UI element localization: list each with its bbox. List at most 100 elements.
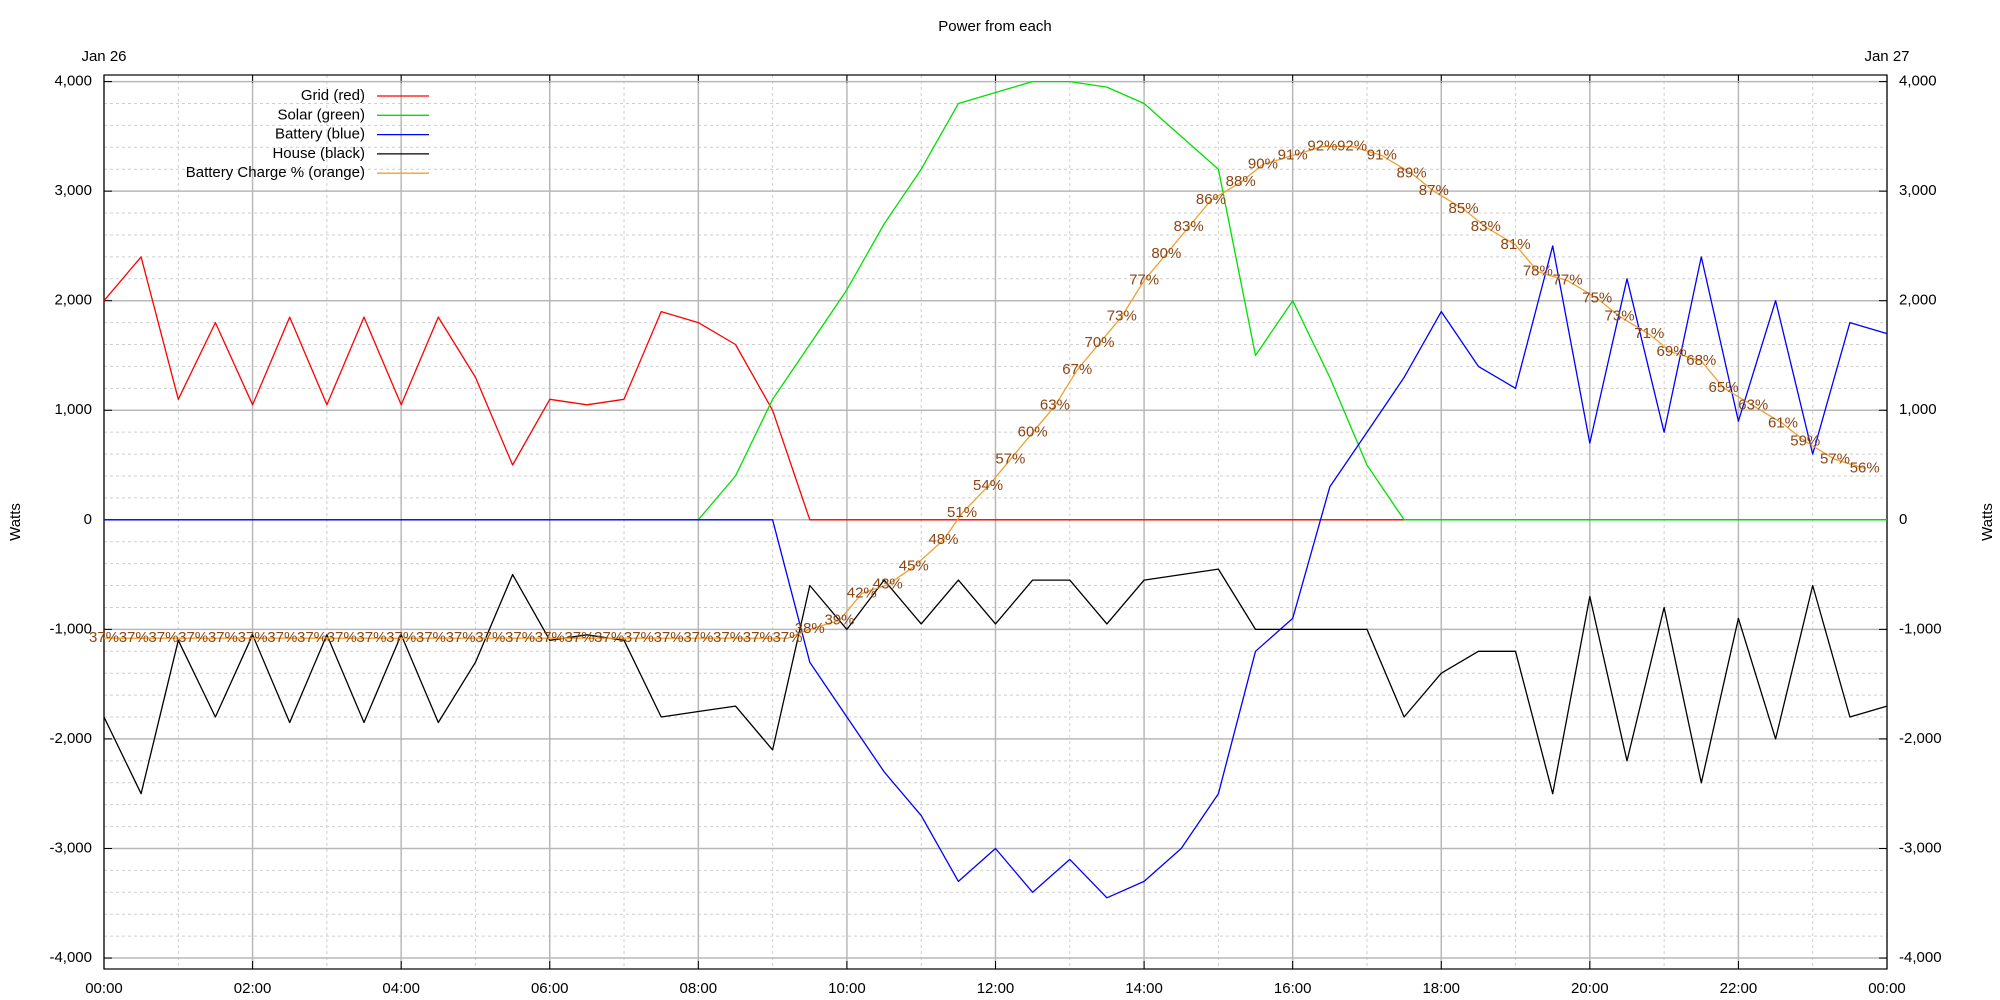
data-label: 37%	[178, 629, 208, 646]
data-label: 92%	[1337, 137, 1367, 154]
data-label: 37%	[594, 629, 624, 646]
data-label: 39%	[824, 611, 854, 628]
data-label: 69%	[1657, 343, 1687, 360]
data-label: 61%	[1768, 415, 1798, 432]
x-tick-label: 22:00	[1720, 980, 1758, 997]
data-label: 37%	[327, 629, 357, 646]
data-label: 37%	[743, 629, 773, 646]
data-label: 59%	[1790, 433, 1820, 450]
data-label: 63%	[1040, 397, 1070, 414]
date-annotation: Jan 27	[1864, 48, 1909, 65]
data-label: 37%	[386, 629, 416, 646]
data-label: 78%	[1523, 263, 1553, 280]
data-label: 37%	[624, 629, 654, 646]
x-tick-label: 00:00	[1868, 980, 1906, 997]
plot-frame	[103, 74, 1888, 970]
x-tick-label: 08:00	[680, 980, 718, 997]
series-line	[104, 245, 1888, 899]
data-label: 65%	[1709, 379, 1739, 396]
data-label: 57%	[995, 450, 1025, 467]
y-tick-label: 4,000	[54, 73, 92, 90]
y-tick-label: 3,000	[54, 182, 92, 199]
data-label: 37%	[148, 629, 178, 646]
data-label: 56%	[1850, 459, 1880, 476]
data-label: 87%	[1419, 182, 1449, 199]
data-label: 70%	[1084, 334, 1114, 351]
data-label: 37%	[713, 629, 743, 646]
x-tick-label: 18:00	[1422, 980, 1460, 997]
data-label: 75%	[1582, 289, 1612, 306]
data-label: 37%	[654, 629, 684, 646]
data-label: 68%	[1686, 352, 1716, 369]
data-label: 90%	[1248, 155, 1278, 172]
data-label: 37%	[238, 629, 268, 646]
legend-label: House (black)	[272, 145, 365, 162]
data-label: 80%	[1151, 245, 1181, 262]
data-label: 86%	[1196, 191, 1226, 208]
data-label: 73%	[1605, 307, 1635, 324]
data-label: 37%	[89, 629, 119, 646]
data-label: 77%	[1129, 272, 1159, 289]
data-label: 37%	[772, 629, 802, 646]
data-label: 37%	[297, 629, 327, 646]
data-label: 48%	[928, 531, 958, 548]
data-label: 92%	[1307, 137, 1337, 154]
y2-tick-label: -4,000	[1899, 949, 1942, 966]
legend-label: Solar (green)	[277, 106, 365, 123]
data-label: 51%	[947, 504, 977, 521]
x-tick-label: 14:00	[1125, 980, 1163, 997]
data-label: 37%	[208, 629, 238, 646]
data-label: 37%	[535, 629, 565, 646]
y-tick-label: -2,000	[49, 730, 92, 747]
y-tick-label: 0	[84, 511, 92, 528]
data-label: 37%	[446, 629, 476, 646]
series-line	[103, 568, 1888, 795]
data-label: 37%	[505, 629, 535, 646]
data-label: 42%	[847, 584, 877, 601]
data-label: 60%	[1018, 424, 1048, 441]
y2-tick-label: 0	[1899, 511, 1907, 528]
data-label: 83%	[1471, 218, 1501, 235]
data-label: 37%	[683, 629, 713, 646]
y2-tick-label: 3,000	[1899, 182, 1937, 199]
y2-tick-label: 2,000	[1899, 292, 1937, 309]
x-tick-label: 06:00	[531, 980, 569, 997]
legend-label: Battery Charge % (orange)	[186, 164, 365, 181]
data-label: 37%	[475, 629, 505, 646]
y-tick-label: -1,000	[49, 620, 92, 637]
data-label: 81%	[1501, 236, 1531, 253]
data-label: 73%	[1107, 307, 1137, 324]
data-label: 77%	[1553, 272, 1583, 289]
data-label: 57%	[1820, 450, 1850, 467]
data-label: 67%	[1062, 361, 1092, 378]
legend-label: Battery (blue)	[275, 126, 365, 143]
data-label: 37%	[356, 629, 386, 646]
data-label: 88%	[1226, 173, 1256, 190]
x-tick-label: 16:00	[1274, 980, 1312, 997]
x-tick-label: 20:00	[1571, 980, 1609, 997]
y-tick-label: 2,000	[54, 292, 92, 309]
y2-tick-label: -2,000	[1899, 730, 1942, 747]
y2-tick-label: -3,000	[1899, 839, 1942, 856]
chart-title: Power from each	[938, 18, 1051, 35]
data-label: 45%	[899, 558, 929, 575]
data-label: 91%	[1367, 146, 1397, 163]
data-label: 89%	[1397, 164, 1427, 181]
x-tick-label: 12:00	[977, 980, 1015, 997]
y-tick-label: 1,000	[54, 401, 92, 418]
date-annotation: Jan 26	[81, 48, 126, 65]
data-label: 37%	[416, 629, 446, 646]
data-label: 63%	[1738, 397, 1768, 414]
data-label: 91%	[1278, 146, 1308, 163]
y2-tick-label: 4,000	[1899, 73, 1937, 90]
x-tick-label: 04:00	[382, 980, 420, 997]
legend-label: Grid (red)	[301, 87, 365, 104]
data-label: 54%	[973, 477, 1003, 494]
x-tick-label: 00:00	[85, 980, 123, 997]
y-tick-label: -3,000	[49, 839, 92, 856]
data-label: 43%	[873, 576, 903, 593]
data-label: 37%	[119, 629, 149, 646]
data-label: 37%	[564, 629, 594, 646]
x-tick-label: 02:00	[234, 980, 272, 997]
